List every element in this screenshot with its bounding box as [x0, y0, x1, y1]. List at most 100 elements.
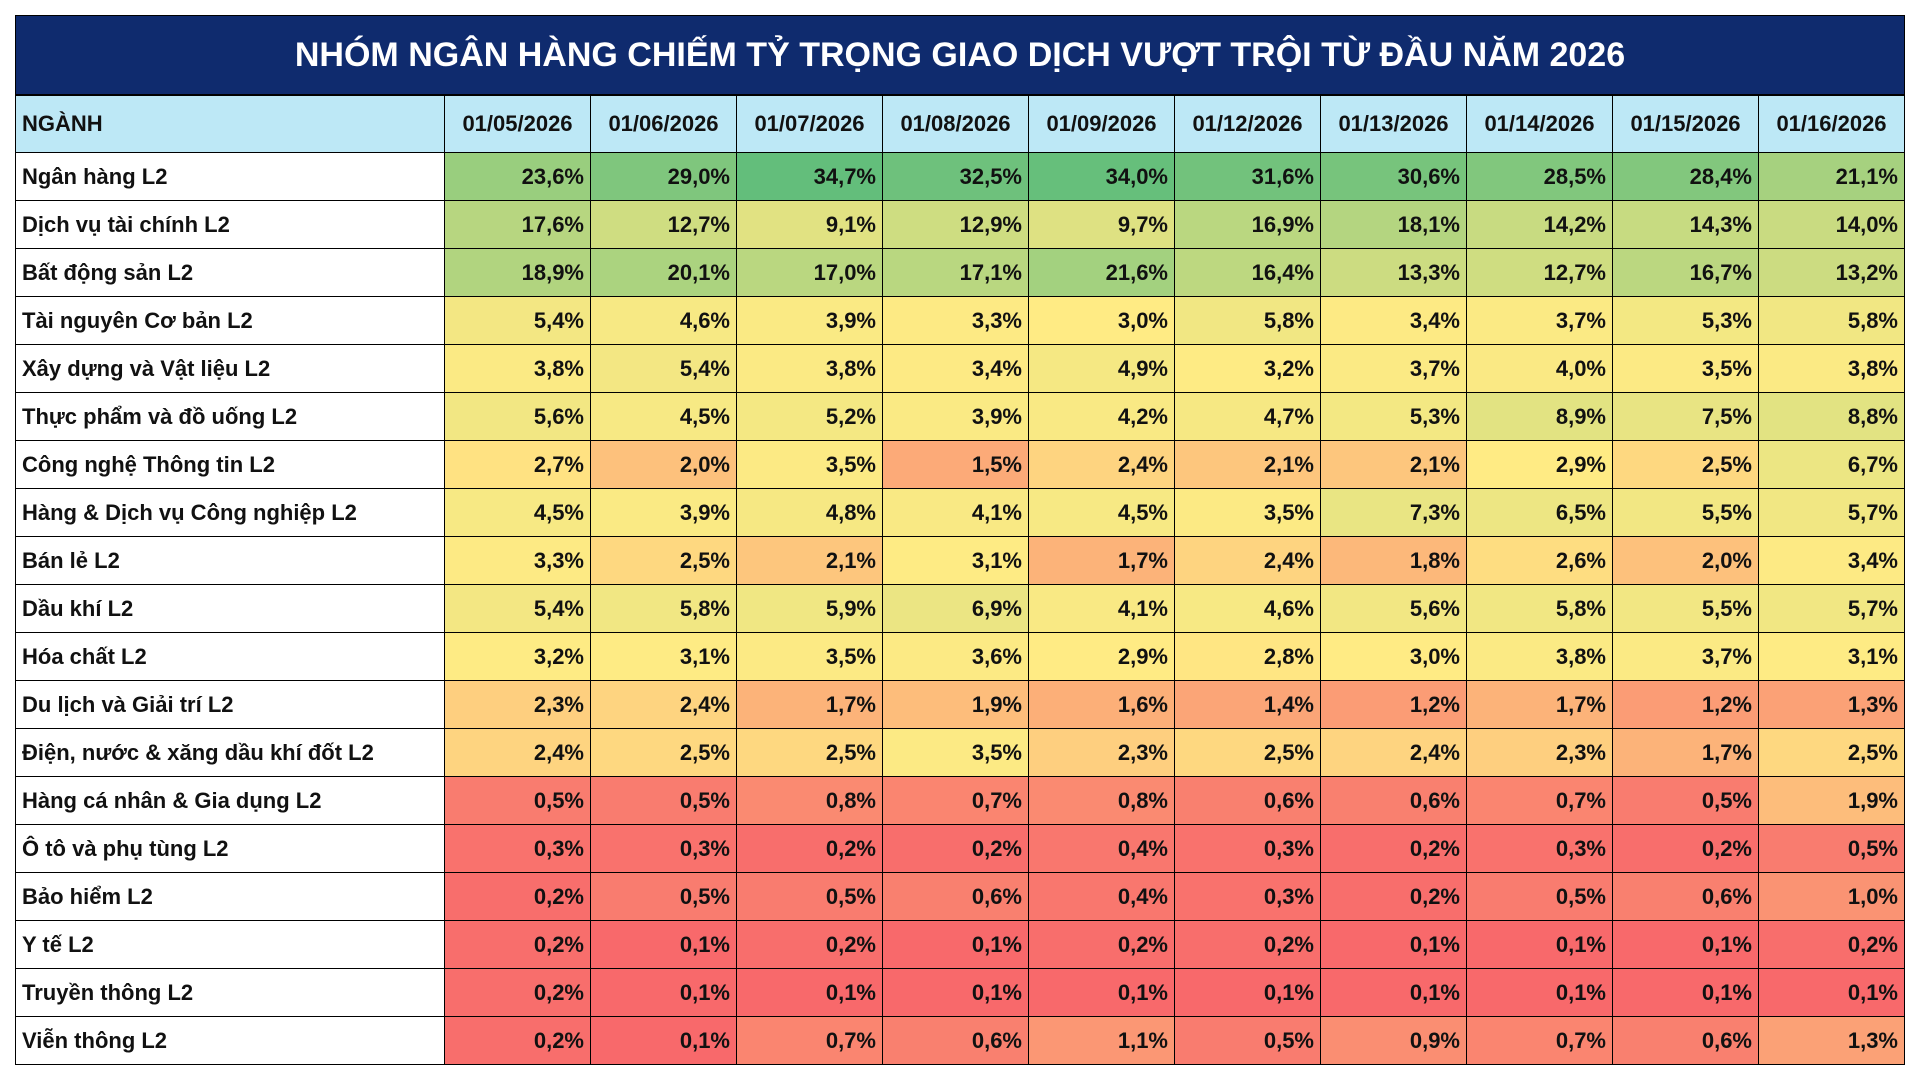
header-row: NGÀNH 01/05/2026 01/06/2026 01/07/2026 01/08…: [15, 95, 1905, 153]
row-label: Ô tô và phụ tùng L2: [15, 824, 445, 873]
heat-cell: 0,5%: [1466, 872, 1613, 921]
heat-cell: 5,8%: [1758, 296, 1905, 345]
heat-cell: 0,7%: [882, 776, 1029, 825]
heat-cell: 21,1%: [1758, 152, 1905, 201]
heat-cell: 0,1%: [590, 1016, 737, 1065]
heat-cell: 4,5%: [444, 488, 591, 537]
heat-cell: 3,5%: [882, 728, 1029, 777]
heat-cell: 0,2%: [444, 1016, 591, 1065]
heat-cell: 14,3%: [1612, 200, 1759, 249]
heat-cell: 2,5%: [736, 728, 883, 777]
heat-cell: 2,4%: [1028, 440, 1175, 489]
heat-cell: 0,6%: [882, 872, 1029, 921]
heat-cell: 2,9%: [1466, 440, 1613, 489]
heat-cell: 5,5%: [1612, 488, 1759, 537]
table-row: Hóa chất L2 3,2% 3,1% 3,5% 3,6% 2,9% 2,8% 3,0% 3…: [15, 632, 1905, 681]
row-label: Truyền thông L2: [15, 968, 445, 1017]
heat-cell: 0,1%: [1320, 920, 1467, 969]
heat-cell: 16,9%: [1174, 200, 1321, 249]
heatmap-panel: NHÓM NGÂN HÀNG CHIẾM TỶ TRỌNG GIAO DỊCH …: [15, 15, 1905, 1065]
heat-cell: 5,3%: [1320, 392, 1467, 441]
heat-cell: 6,9%: [882, 584, 1029, 633]
heat-cell: 0,5%: [590, 776, 737, 825]
heat-cell: 0,3%: [1466, 824, 1613, 873]
column-header: 01/16/2026: [1758, 95, 1905, 153]
row-label: Hàng cá nhân & Gia dụng L2: [15, 776, 445, 825]
heat-cell: 5,4%: [444, 584, 591, 633]
heat-cell: 0,2%: [444, 920, 591, 969]
row-label: Thực phẩm và đồ uống L2: [15, 392, 445, 441]
heat-cell: 2,3%: [1466, 728, 1613, 777]
row-label: Tài nguyên Cơ bản L2: [15, 296, 445, 345]
heat-cell: 0,5%: [1758, 824, 1905, 873]
heat-cell: 1,0%: [1758, 872, 1905, 921]
heat-cell: 34,0%: [1028, 152, 1175, 201]
heat-cell: 12,7%: [1466, 248, 1613, 297]
table-row: Truyền thông L2 0,2% 0,1% 0,1% 0,1% 0,1% 0,1% 0…: [15, 968, 1905, 1017]
table-row: Du lịch và Giải trí L2 2,3% 2,4% 1,7% 1,9% 1,…: [15, 680, 1905, 729]
table-row: Y tế L2 0,2% 0,1% 0,2% 0,1% 0,2% 0,2% 0,1% 0,1% 0…: [15, 920, 1905, 969]
heat-cell: 30,6%: [1320, 152, 1467, 201]
heat-cell: 3,5%: [1612, 344, 1759, 393]
heat-cell: 3,9%: [882, 392, 1029, 441]
heat-cell: 2,6%: [1466, 536, 1613, 585]
heat-cell: 1,2%: [1612, 680, 1759, 729]
heat-cell: 3,0%: [1320, 632, 1467, 681]
heat-cell: 3,7%: [1466, 296, 1613, 345]
row-label: Dịch vụ tài chính L2: [15, 200, 445, 249]
heat-cell: 4,1%: [882, 488, 1029, 537]
row-label: Bảo hiểm L2: [15, 872, 445, 921]
row-label: Hàng & Dịch vụ Công nghiệp L2: [15, 488, 445, 537]
table-row: Thực phẩm và đồ uống L2 5,6% 4,5% 5,2% 3,9% 4…: [15, 392, 1905, 441]
heat-cell: 4,6%: [590, 296, 737, 345]
heat-cell: 0,5%: [444, 776, 591, 825]
heat-cell: 3,7%: [1612, 632, 1759, 681]
heat-cell: 5,8%: [1174, 296, 1321, 345]
heat-cell: 9,1%: [736, 200, 883, 249]
heat-cell: 1,1%: [1028, 1016, 1175, 1065]
table-row: Ngân hàng L2 23,6% 29,0% 34,7% 32,5% 34,0% 31,…: [15, 152, 1905, 201]
heat-cell: 17,1%: [882, 248, 1029, 297]
heat-cell: 0,7%: [1466, 776, 1613, 825]
heat-cell: 0,1%: [590, 968, 737, 1017]
heat-cell: 2,1%: [736, 536, 883, 585]
heat-cell: 0,7%: [736, 1016, 883, 1065]
row-label: Công nghệ Thông tin L2: [15, 440, 445, 489]
column-header: 01/06/2026: [590, 95, 737, 153]
heat-cell: 12,7%: [590, 200, 737, 249]
row-label: Bán lẻ L2: [15, 536, 445, 585]
column-header: 01/12/2026: [1174, 95, 1321, 153]
row-label: Dầu khí L2: [15, 584, 445, 633]
heat-cell: 0,6%: [1612, 1016, 1759, 1065]
heat-cell: 0,7%: [1466, 1016, 1613, 1065]
heat-cell: 1,9%: [882, 680, 1029, 729]
heat-cell: 13,2%: [1758, 248, 1905, 297]
heat-cell: 18,1%: [1320, 200, 1467, 249]
heat-cell: 12,9%: [882, 200, 1029, 249]
heat-cell: 0,2%: [736, 920, 883, 969]
heatmap-table: NGÀNH 01/05/2026 01/06/2026 01/07/2026 01/08…: [15, 95, 1905, 1065]
heat-cell: 5,8%: [1466, 584, 1613, 633]
heat-cell: 0,2%: [1028, 920, 1175, 969]
column-header: NGÀNH: [15, 95, 445, 153]
heat-cell: 14,0%: [1758, 200, 1905, 249]
heat-cell: 3,6%: [882, 632, 1029, 681]
heat-cell: 0,1%: [1028, 968, 1175, 1017]
table-row: Hàng cá nhân & Gia dụng L2 0,5% 0,5% 0,8% 0,…: [15, 776, 1905, 825]
heat-cell: 0,6%: [882, 1016, 1029, 1065]
table-row: Tài nguyên Cơ bản L2 5,4% 4,6% 3,9% 3,3% 3,0%…: [15, 296, 1905, 345]
heat-cell: 2,4%: [590, 680, 737, 729]
heat-cell: 5,6%: [1320, 584, 1467, 633]
heat-cell: 0,5%: [1612, 776, 1759, 825]
heat-cell: 2,9%: [1028, 632, 1175, 681]
heat-cell: 3,8%: [1758, 344, 1905, 393]
heat-cell: 0,1%: [1320, 968, 1467, 1017]
heat-cell: 0,2%: [736, 824, 883, 873]
heat-cell: 4,1%: [1028, 584, 1175, 633]
heat-cell: 0,4%: [1028, 824, 1175, 873]
heat-cell: 3,8%: [1466, 632, 1613, 681]
heat-cell: 5,4%: [444, 296, 591, 345]
heat-cell: 4,9%: [1028, 344, 1175, 393]
column-header: 01/09/2026: [1028, 95, 1175, 153]
